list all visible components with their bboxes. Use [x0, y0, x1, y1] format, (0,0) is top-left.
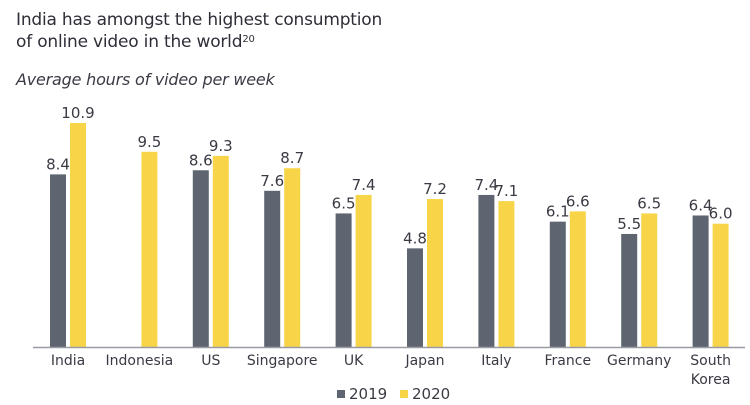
bar-2020-singapore	[284, 168, 301, 347]
x-tick-label-germany: Germany	[607, 353, 671, 369]
bar-2019-india	[50, 174, 66, 347]
bar-2019-us	[192, 170, 209, 347]
data-label-2020-france: 6.6	[566, 192, 590, 210]
bar-2020-uk	[355, 194, 372, 347]
data-label-2020-italy: 7.1	[494, 182, 518, 200]
data-label-2020-south-korea: 6.0	[709, 205, 733, 223]
x-tick-label-us: US	[201, 353, 220, 369]
x-tick-label-uk: UK	[344, 353, 364, 369]
x-tick-label-singapore: Singapore	[247, 353, 318, 369]
legend-item-2019: 2019	[337, 385, 387, 403]
data-label-2020-uk: 7.4	[352, 176, 376, 194]
chart-subtitle: Average hours of video per week	[16, 70, 275, 89]
legend-swatch-2020	[400, 390, 408, 398]
bar-2019-france	[549, 221, 566, 347]
data-label-2019-singapore: 7.6	[260, 172, 284, 190]
x-tick-label-france: France	[545, 353, 592, 369]
bar-2020-south-korea	[712, 223, 729, 347]
data-label-2019-india: 8.4	[46, 155, 70, 173]
bar-2020-us	[212, 155, 229, 347]
data-label-2019-italy: 7.4	[474, 176, 498, 194]
x-tick-label-japan: Japan	[404, 353, 444, 369]
data-label-2020-singapore: 8.7	[280, 149, 304, 167]
data-label-2019-south-korea: 6.4	[689, 196, 713, 214]
bar-2019-italy	[478, 194, 495, 347]
data-label-2020-us: 9.3	[209, 137, 233, 155]
bar-2020-japan	[427, 199, 443, 347]
bar-2020-italy	[498, 201, 515, 347]
bar-2020-india	[70, 123, 86, 347]
legend-item-2020: 2020	[400, 385, 450, 403]
bar-2019-south-korea	[692, 215, 709, 347]
data-label-2019-germany: 5.5	[617, 215, 641, 233]
legend-swatch-2019	[337, 390, 345, 398]
bar-2020-france	[569, 211, 586, 347]
legend-label-2020: 2020	[412, 385, 451, 403]
bar-2019-uk	[335, 213, 352, 347]
x-tick-label-south-korea: South	[690, 353, 731, 369]
bar-2020-germany	[641, 213, 658, 347]
chart-title-line-1: India has amongst the highest consumptio…	[16, 10, 383, 30]
bar-2019-germany	[621, 233, 638, 347]
bar-2019-japan	[407, 248, 423, 347]
x-tick-label-indonesia: Indonesia	[106, 353, 174, 369]
data-label-2019-france: 6.1	[546, 203, 570, 221]
data-label-2019-uk: 6.5	[332, 194, 356, 212]
data-label-2020-japan: 7.2	[423, 180, 447, 198]
data-label-2020-india: 10.9	[61, 104, 94, 122]
bar-2019-singapore	[264, 190, 281, 347]
data-label-2019-japan: 4.8	[403, 229, 427, 247]
data-label-2020-indonesia: 9.5	[137, 133, 161, 151]
x-tick-label-india: India	[51, 353, 85, 369]
chart-title-line-2: of online video in the world	[16, 32, 243, 52]
data-label-2020-germany: 6.5	[637, 194, 661, 212]
x-tick-label-south-korea: Korea	[691, 372, 731, 388]
legend-label-2019: 2019	[349, 385, 388, 403]
chart-title: India has amongst the highest consumptio…	[16, 9, 396, 53]
x-tick-label-italy: Italy	[481, 353, 511, 369]
data-label-2019-us: 8.6	[189, 151, 213, 169]
bar-2020-indonesia	[141, 151, 158, 347]
footnote-marker: 20	[242, 34, 255, 45]
